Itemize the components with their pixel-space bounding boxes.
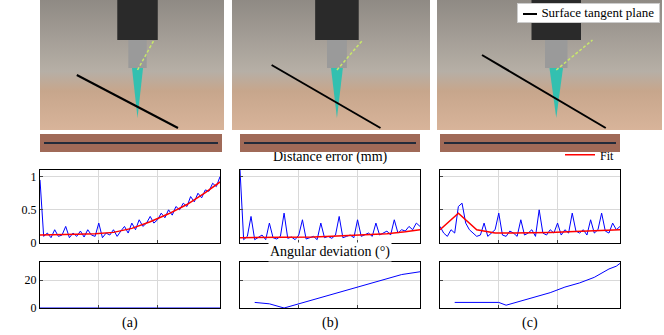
svg-text:20: 20 <box>25 273 37 287</box>
svg-text:(c): (c) <box>522 315 538 331</box>
svg-text:(b): (b) <box>322 315 339 331</box>
svg-text:0: 0 <box>31 236 37 250</box>
svg-text:1: 1 <box>31 170 37 184</box>
svg-text:0: 0 <box>31 301 37 315</box>
svg-text:0.5: 0.5 <box>22 203 37 217</box>
svg-text:(a): (a) <box>122 315 138 331</box>
html-text:Surface tangent plane: Surface tangent plane <box>541 5 654 20</box>
svg-text:Distance error (mm): Distance error (mm) <box>273 149 388 164</box>
svg-text:Angular deviation (°): Angular deviation (°) <box>270 244 390 260</box>
svg-text:Fit: Fit <box>600 148 614 163</box>
